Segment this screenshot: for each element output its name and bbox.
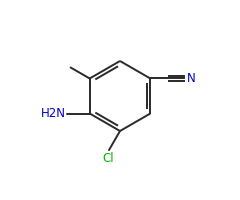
Text: H2N: H2N [41,107,66,120]
Text: Cl: Cl [102,152,114,165]
Text: N: N [187,72,196,85]
